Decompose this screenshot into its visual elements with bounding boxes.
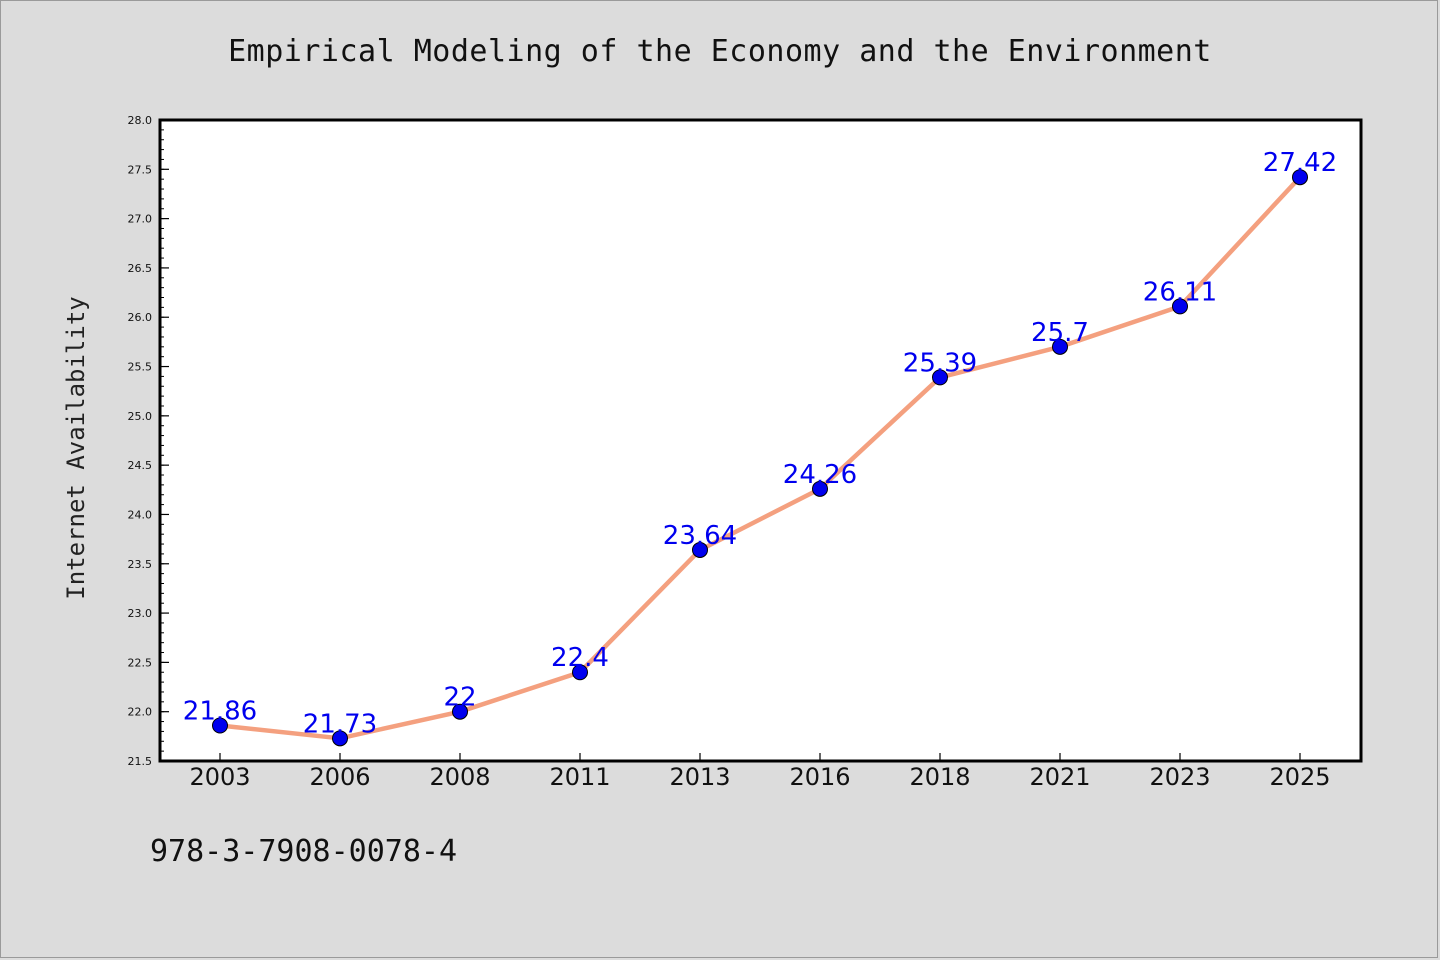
data-label: 24.26 [783,460,857,490]
data-label: 23.64 [663,521,737,551]
y-axis-label: Internet Availability [62,296,90,599]
data-point [932,369,948,386]
chart-title: Empirical Modeling of the Economy and th… [228,34,1212,69]
data-labels: 21.86 21.73 22 22.4 23.64 24.26 25.39 25.7 26.11… [183,148,1337,739]
data-label: 22.4 [551,643,609,673]
data-point [1172,298,1188,315]
x-tick-label: 2023 [1149,763,1210,791]
data-point [572,664,588,681]
data-point [332,730,348,747]
data-point [1052,338,1068,355]
y-tick-label: 27.0 [128,213,153,226]
data-label: 21.73 [303,709,377,739]
data-point [692,541,708,558]
plot-area [160,120,1361,761]
data-label: 25.39 [903,348,977,378]
x-tick-label: 2016 [789,763,850,791]
x-tick-label: 2003 [189,763,250,791]
y-axis-ticks: 21.5 22.0 22.5 23.0 23.5 24.0 24.5 25.0 25.5 26.0… [128,114,169,768]
x-tick-label: 2008 [429,763,490,791]
y-tick-label: 23.5 [128,558,153,571]
data-point [1292,169,1308,186]
series-line [217,174,1303,741]
x-tick-label: 2013 [669,763,730,791]
y-tick-label: 22.0 [128,706,153,719]
y-tick-label: 27.5 [128,163,153,176]
x-tick-label: 2018 [909,763,970,791]
y-tick-label: 26.0 [128,311,153,324]
y-tick-label: 24.5 [128,459,153,472]
footer-isbn: 978-3-7908-0078-4 [150,834,458,869]
y-tick-label: 23.0 [128,607,153,620]
y-tick-label: 21.5 [128,755,153,768]
x-tick-label: 2006 [309,763,370,791]
y-tick-label: 26.5 [128,262,153,275]
y-tick-label: 22.5 [128,656,153,669]
x-axis-ticks: 2003 2006 2008 2011 2013 2016 2018 2021 2023 2025 [189,753,1331,791]
y-tick-label: 25.0 [128,410,153,423]
data-label: 27.42 [1263,148,1337,178]
plot-border [158,118,1363,763]
data-point [452,703,468,720]
x-tick-label: 2021 [1029,763,1090,791]
series-layer [212,169,1308,747]
data-label: 26.11 [1143,277,1217,307]
x-tick-label: 2011 [549,763,610,791]
data-label: 21.86 [183,696,257,726]
data-label: 22 [443,683,476,713]
data-point [812,480,828,497]
data-point [212,717,228,734]
y-tick-label: 24.0 [128,508,153,521]
x-tick-label: 2025 [1269,763,1330,791]
y-tick-label: 28.0 [128,114,153,127]
data-label: 25.7 [1031,318,1089,348]
y-tick-label: 25.5 [128,361,153,374]
